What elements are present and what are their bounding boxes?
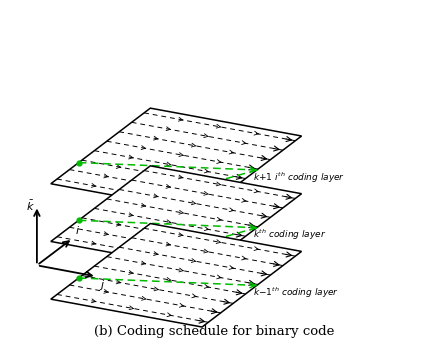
Text: $j$: $j$ (98, 278, 105, 292)
Text: $k{-}1^{th}$ coding layer: $k{-}1^{th}$ coding layer (253, 286, 339, 300)
Text: $\bar{k}$: $\bar{k}$ (26, 199, 35, 213)
Text: $k{+}1\ i^{th}$ coding layer: $k{+}1\ i^{th}$ coding layer (253, 170, 345, 185)
Text: $i$: $i$ (75, 224, 80, 236)
Polygon shape (51, 224, 302, 327)
Text: $k^{th}$ coding layer: $k^{th}$ coding layer (253, 228, 326, 242)
Polygon shape (51, 108, 302, 211)
Text: (b) Coding schedule for binary code: (b) Coding schedule for binary code (94, 324, 334, 338)
Polygon shape (51, 166, 302, 269)
